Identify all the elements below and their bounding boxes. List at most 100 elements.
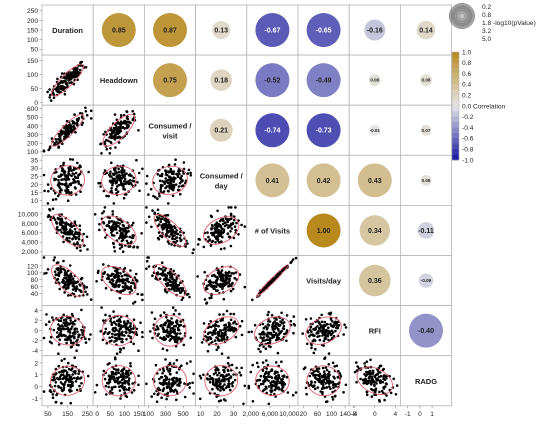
scatter-point <box>77 335 80 339</box>
scatter-point <box>211 239 215 243</box>
scatter-point <box>75 285 78 288</box>
y-tick-label: 100 <box>27 270 38 277</box>
scatter-point <box>64 129 68 133</box>
scatter-point <box>232 312 236 316</box>
scatter-point <box>55 170 58 174</box>
scatter-point <box>74 372 77 375</box>
scatter-point <box>170 179 173 183</box>
scatter-point <box>267 385 271 388</box>
scatter-point <box>229 312 232 316</box>
scatter-point <box>227 206 230 209</box>
scatter-point <box>265 359 268 362</box>
scatter-point <box>217 331 221 335</box>
scatter-point <box>382 374 386 377</box>
correlation-bubble <box>212 21 231 40</box>
scatter-point <box>69 182 73 185</box>
scatter-point <box>240 333 244 337</box>
scatter-point <box>167 331 171 334</box>
scatter-point <box>156 173 160 176</box>
scatter-point <box>49 93 52 97</box>
scatter-point <box>234 271 238 274</box>
scatter-point <box>222 368 225 372</box>
scatter-point <box>226 361 230 365</box>
scatter-point <box>52 376 56 379</box>
scatter-point <box>118 247 122 250</box>
scatter-point <box>243 285 247 289</box>
scatter-point <box>262 374 266 378</box>
scatter-point <box>294 391 298 394</box>
scatter-point <box>285 339 288 343</box>
scatter-point <box>145 206 148 209</box>
scatter-point <box>377 370 380 374</box>
scatter-point <box>63 381 67 384</box>
scatter-point <box>134 272 138 276</box>
scatter-point <box>168 271 172 275</box>
scatter-point <box>175 371 179 374</box>
scatter-point <box>209 336 212 340</box>
scatter-point <box>147 215 151 219</box>
y-tick-label: 100 <box>27 37 38 44</box>
scatter-point <box>208 374 212 378</box>
scatter-point <box>68 274 71 277</box>
scatter-point <box>379 379 382 382</box>
matrix-cell <box>348 104 401 156</box>
scatter-point <box>51 396 55 400</box>
scatter-point <box>57 343 61 346</box>
scatter-point <box>121 337 124 341</box>
scatter-point <box>114 134 117 137</box>
scatter-point <box>62 388 65 392</box>
scatter-point <box>212 331 216 334</box>
x-tick-label: 500 <box>178 411 189 418</box>
scatter-point <box>317 367 321 370</box>
scatter-point <box>108 179 112 183</box>
colorbar-tick-label: -0.6 <box>462 136 474 143</box>
scatter-point <box>225 223 228 227</box>
scatter-point <box>124 326 127 329</box>
scatter-point <box>220 331 224 335</box>
scatter-point <box>165 378 168 382</box>
scatter-point <box>325 328 328 332</box>
correlation-bubble <box>306 113 341 148</box>
scatter-point <box>58 338 61 342</box>
colorbar-tick-label: -0.2 <box>462 114 474 121</box>
scatter-point <box>286 391 290 394</box>
scatter-point <box>106 332 110 336</box>
scatter-point <box>213 325 216 328</box>
scatter-point <box>112 179 115 183</box>
scatter-point <box>318 338 322 342</box>
scatter-point <box>233 276 236 280</box>
scatter-point <box>117 324 121 328</box>
scatter-point <box>130 183 133 186</box>
scatter-point <box>227 356 230 360</box>
scatter-point <box>75 70 78 74</box>
scatter-point <box>60 359 64 362</box>
scatter-point <box>80 328 83 332</box>
scatter-point <box>131 179 134 183</box>
scatter-point <box>154 219 157 222</box>
scatter-point <box>277 373 280 377</box>
scatter-point <box>129 285 133 288</box>
scatter-point <box>125 239 129 243</box>
scatter-point <box>110 161 113 165</box>
scatter-point <box>112 329 115 332</box>
colorbar-tick-label: -1.0 <box>462 157 474 164</box>
scatter-point <box>107 194 110 198</box>
scatter-point <box>174 158 177 161</box>
scatter-point <box>368 375 371 379</box>
y-tick-label: 100 <box>27 149 38 156</box>
scatter-point <box>180 180 183 183</box>
scatter-point <box>67 124 70 128</box>
scatter-point <box>276 351 280 355</box>
scatter-point <box>176 322 179 326</box>
scatter-point <box>135 333 139 337</box>
scatter-point <box>309 325 313 329</box>
scatter-point <box>107 221 111 225</box>
scatter-point <box>227 373 231 376</box>
scatter-point <box>69 76 73 80</box>
scatter-point <box>52 216 55 219</box>
scatter-point <box>47 189 50 193</box>
scatter-point <box>164 171 168 174</box>
scatter-point <box>318 327 321 330</box>
scatter-point <box>122 386 125 390</box>
scatter-point <box>180 338 183 341</box>
